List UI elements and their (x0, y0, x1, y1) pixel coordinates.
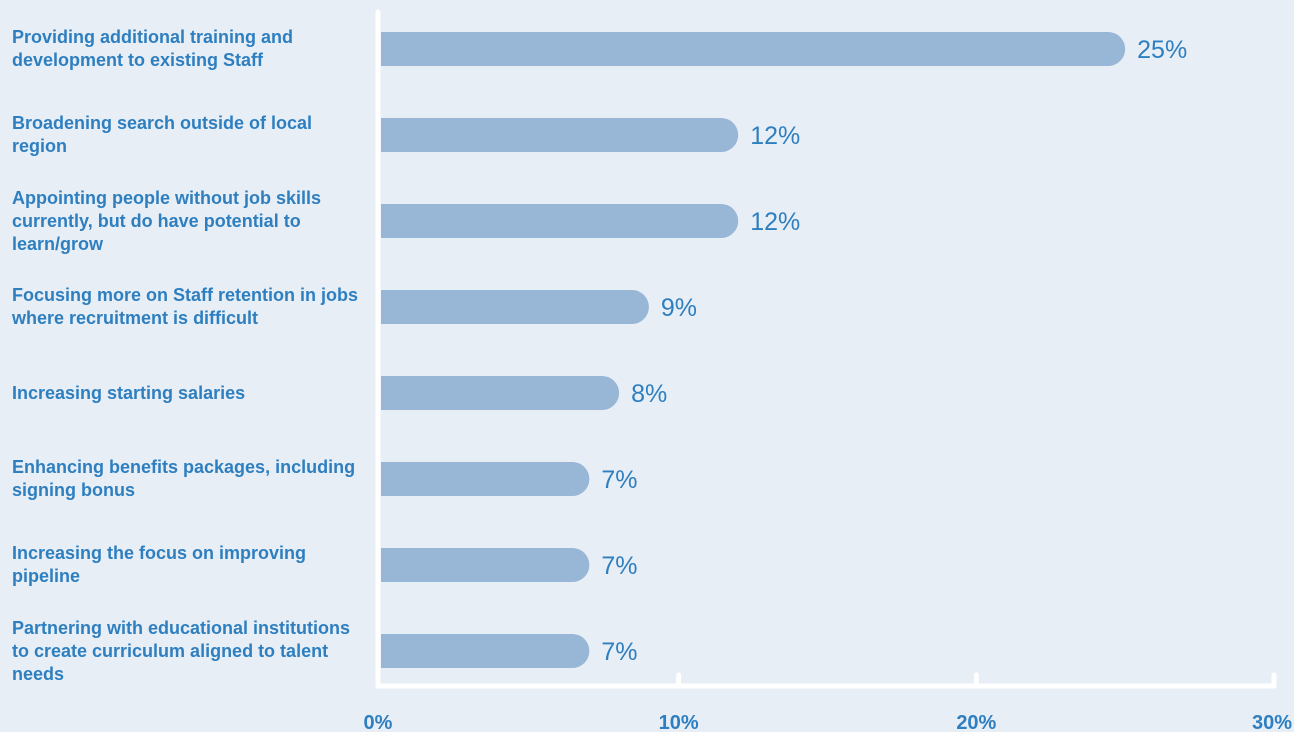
x-tick-label-1: 0% (364, 712, 393, 732)
category-label-6: Enhancing benefits packages, including s… (12, 457, 356, 500)
data-label-4: 9% (661, 294, 697, 322)
x-axis (375, 9, 1277, 689)
x-tick-labels: 0% 10% 20% 30% (364, 712, 1293, 732)
data-label-7: 7% (601, 552, 637, 580)
data-label-3: 12% (750, 208, 800, 236)
category-label-8: Partnering with educational institutions… (12, 617, 351, 684)
bar-5 (381, 376, 620, 410)
bars-group (381, 32, 1126, 668)
x-tick-label-2: 10% (659, 712, 699, 732)
data-label-2: 12% (750, 122, 800, 150)
category-label-5: Increasing starting salaries (12, 382, 246, 403)
data-labels: 25% 12% 12% 9% 8% 7% 7% 7% (601, 36, 1187, 666)
category-label-1: Providing additional training and develo… (12, 27, 294, 70)
bar-6 (381, 462, 590, 496)
category-label-3: Appointing people without job skills cur… (12, 187, 321, 254)
bar-2 (381, 118, 739, 152)
bar-1 (381, 32, 1126, 66)
x-tick-label-3: 20% (956, 712, 996, 732)
category-label-2: Broadening search outside of local regio… (12, 113, 313, 156)
data-label-8: 7% (601, 638, 637, 666)
bar-8 (381, 634, 590, 668)
data-label-5: 8% (631, 380, 667, 408)
category-label-7: Increasing the focus on improving pipeli… (12, 543, 307, 586)
bar-4 (381, 290, 649, 324)
bar-7 (381, 548, 590, 582)
bar-3 (381, 204, 739, 238)
category-label-4: Focusing more on Staff retention in jobs… (12, 285, 359, 328)
data-label-6: 7% (601, 466, 637, 494)
data-label-1: 25% (1137, 36, 1187, 64)
x-tick-label-4: 30% (1252, 712, 1292, 732)
